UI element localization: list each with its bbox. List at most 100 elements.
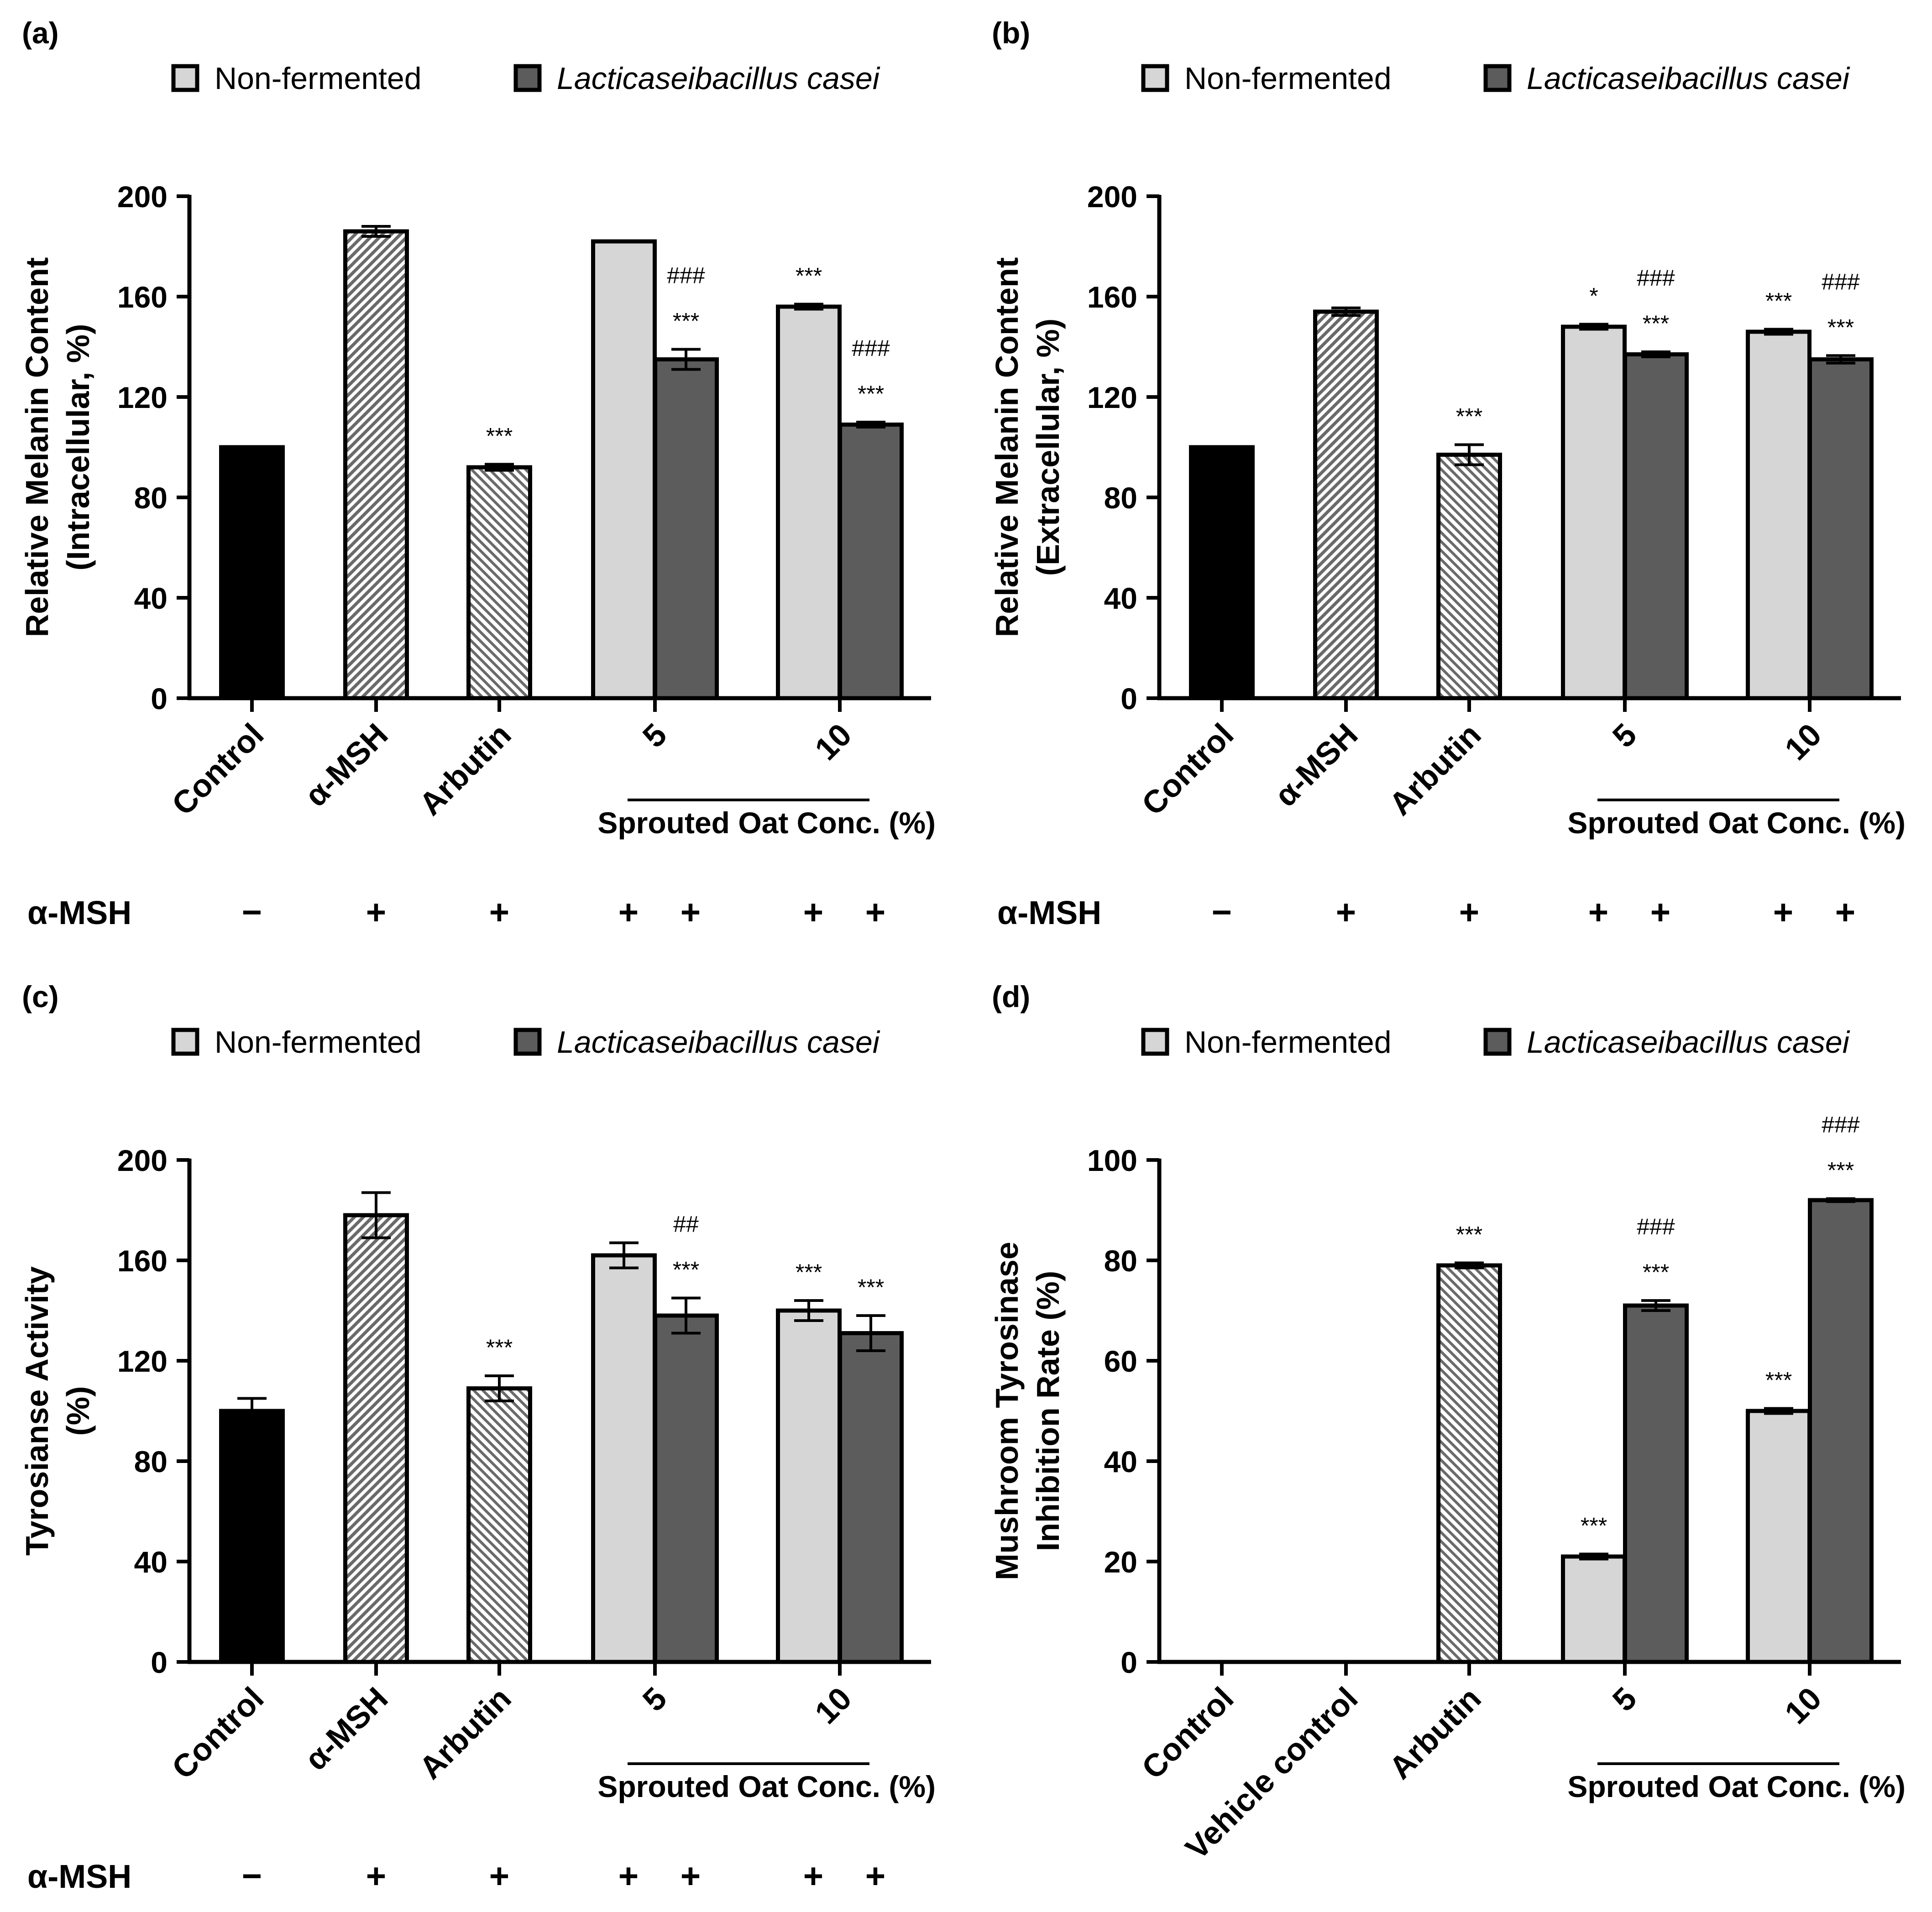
x-tick-label: Arbutin <box>413 716 518 822</box>
panel-label: (c) <box>22 980 59 1013</box>
x-tick-label: 5 <box>636 716 674 754</box>
bar--msh <box>343 229 409 700</box>
significance-mark: *** <box>1827 314 1854 340</box>
x-tick-label: 5 <box>636 1680 674 1718</box>
y-tick-label: 0 <box>151 1646 168 1679</box>
legend-swatch-non-fermented <box>1141 64 1169 92</box>
x-tick-label: Control <box>1135 1680 1241 1786</box>
group-label: Sprouted Oat Conc. (%) <box>597 806 936 840</box>
chart-panel-2: (c) Non-fermented Lacticaseibacillus casei… <box>19 980 936 1896</box>
group-label: Sprouted Oat Conc. (%) <box>1567 1770 1906 1803</box>
y-tick-label: 160 <box>117 1244 168 1278</box>
significance-mark: ### <box>1637 265 1675 291</box>
bar-arbutin <box>466 1386 532 1664</box>
bar-10 <box>1746 329 1812 700</box>
msh-row-sign: + <box>803 893 823 932</box>
chart-panel-1: (b) Non-fermented Lacticaseibacillus casei… <box>989 16 1906 932</box>
bar-5 <box>1561 324 1627 700</box>
panel-label: (b) <box>992 16 1030 50</box>
bar-5 <box>591 1253 657 1664</box>
x-tick-label: Control <box>165 716 271 822</box>
y-tick-label: 0 <box>1120 1646 1137 1679</box>
legend-label-fermented: Lacticaseibacillus casei <box>557 61 880 96</box>
significance-mark: ### <box>852 335 890 361</box>
x-tick-label: 10 <box>1778 716 1828 767</box>
significance-mark: *** <box>1765 288 1792 314</box>
legend-swatch-fermented <box>1483 64 1512 92</box>
y-tick-label: 120 <box>117 381 168 414</box>
x-tick-label: 10 <box>808 1680 858 1730</box>
significance-mark: *** <box>858 381 884 407</box>
significance-mark: *** <box>1643 1259 1669 1285</box>
y-tick-label: 120 <box>1087 381 1137 414</box>
bar-10 <box>838 1331 904 1664</box>
significance-mark: ### <box>1822 1112 1860 1138</box>
y-tick-label: 80 <box>1104 481 1137 515</box>
msh-row-label: α-MSH <box>27 895 131 931</box>
y-tick-label: 40 <box>1104 581 1137 615</box>
bar-5 <box>653 357 719 700</box>
msh-row-label: α-MSH <box>997 895 1101 931</box>
bar-10 <box>1808 357 1874 700</box>
legend-swatch-fermented <box>1483 1028 1512 1056</box>
msh-row-sign: + <box>803 1857 823 1896</box>
legend-swatch-fermented <box>513 64 542 92</box>
x-tick-label: α-MSH <box>298 1680 395 1777</box>
significance-mark: *** <box>1581 1513 1607 1539</box>
x-tick-label: Arbutin <box>413 1680 518 1786</box>
significance-mark: *** <box>796 263 822 289</box>
bar-5 <box>653 1313 719 1664</box>
x-tick-label: Control <box>1135 716 1241 822</box>
y-axis-label: Mushroom Tyrosinase Inhibition Rate (%) <box>989 1242 1066 1580</box>
y-tick-label: 40 <box>134 1545 168 1579</box>
legend-label-non-fermented: Non-fermented <box>215 61 422 96</box>
significance-mark: *** <box>1827 1158 1854 1183</box>
bar-5 <box>1561 1554 1627 1664</box>
msh-row-sign: + <box>1835 893 1855 932</box>
x-tick-label: 5 <box>1606 716 1644 754</box>
msh-row-sign: + <box>366 893 386 932</box>
significance-mark: *** <box>1765 1368 1792 1393</box>
x-tick-label: 10 <box>808 716 858 767</box>
bar--msh <box>1313 309 1379 700</box>
y-tick-label: 160 <box>117 280 168 314</box>
significance-mark: *** <box>1456 404 1482 429</box>
bar-control <box>1189 445 1255 700</box>
bar-5 <box>1623 352 1689 700</box>
group-label: Sprouted Oat Conc. (%) <box>1567 806 1906 840</box>
bar-10 <box>776 1308 842 1664</box>
msh-row-sign: + <box>865 893 885 932</box>
y-axis-label: Tyrosianse Activity (%) <box>19 1266 96 1556</box>
legend-swatch-non-fermented <box>171 1028 199 1056</box>
legend-label-non-fermented: Non-fermented <box>1184 61 1392 96</box>
legend-label-non-fermented: Non-fermented <box>1184 1025 1392 1060</box>
significance-mark: *** <box>1643 311 1669 336</box>
group-label: Sprouted Oat Conc. (%) <box>597 1770 936 1803</box>
x-tick-label: 10 <box>1778 1680 1828 1730</box>
x-tick-label: α-MSH <box>1268 716 1365 813</box>
bar-arbutin <box>466 465 532 700</box>
x-tick-label: Arbutin <box>1382 1680 1488 1786</box>
y-tick-label: 0 <box>151 682 168 716</box>
significance-mark: ## <box>673 1212 699 1237</box>
y-axis-label: Relative Melanin Content (Intracellular, … <box>19 257 96 637</box>
y-tick-label: 20 <box>1104 1545 1137 1579</box>
msh-row-sign: − <box>242 893 262 932</box>
msh-row-label: α-MSH <box>27 1859 131 1895</box>
y-tick-label: 200 <box>1087 180 1137 214</box>
chart-panel-0: (a) Non-fermented Lacticaseibacillus casei… <box>19 16 936 932</box>
bar-arbutin <box>1436 453 1502 700</box>
legend-swatch-non-fermented <box>171 64 199 92</box>
legend-label-non-fermented: Non-fermented <box>215 1025 422 1060</box>
bar-arbutin <box>1436 1263 1502 1664</box>
panel-label: (a) <box>22 16 59 50</box>
y-tick-label: 80 <box>1104 1244 1137 1278</box>
significance-mark: *** <box>673 308 699 334</box>
msh-row-sign: + <box>1650 893 1670 932</box>
msh-row-sign: + <box>366 1857 386 1896</box>
msh-row-sign: + <box>1773 893 1793 932</box>
y-tick-label: 200 <box>117 1144 168 1177</box>
significance-mark: *** <box>796 1259 822 1285</box>
y-tick-label: 40 <box>1104 1445 1137 1478</box>
y-tick-label: 160 <box>1087 280 1137 314</box>
